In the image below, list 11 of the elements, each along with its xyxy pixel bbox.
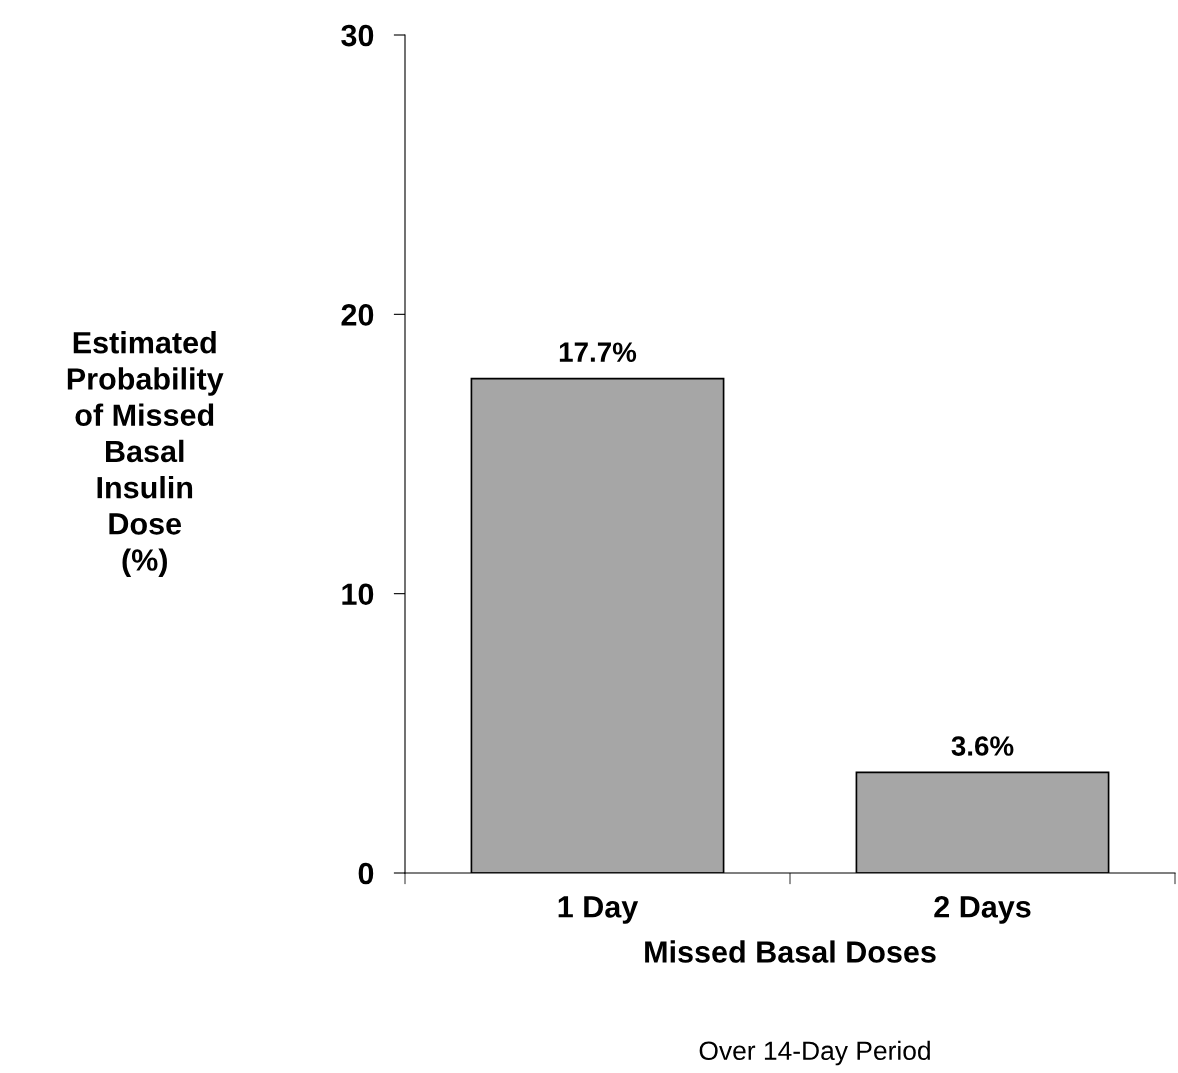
y-axis-title: Estimated Probability of Missed Basal Insulin Dose (%) (67, 331, 224, 577)
x-axis-title: Missed Basal Doses (645, 940, 936, 963)
x-tick-label: 2 Days (934, 896, 1031, 924)
y-tick-label: 10 (342, 583, 374, 606)
data-label: 17.7% (559, 342, 637, 362)
data-label: 3.6% (951, 736, 1014, 756)
y-tick-label: 20 (341, 304, 374, 326)
x-tick-label: 1 Day (558, 896, 639, 924)
text: Over 14-Day Period (699, 1040, 930, 1066)
y-tick-label: 30 (341, 24, 374, 47)
y-tick-label: 0 (358, 862, 374, 885)
